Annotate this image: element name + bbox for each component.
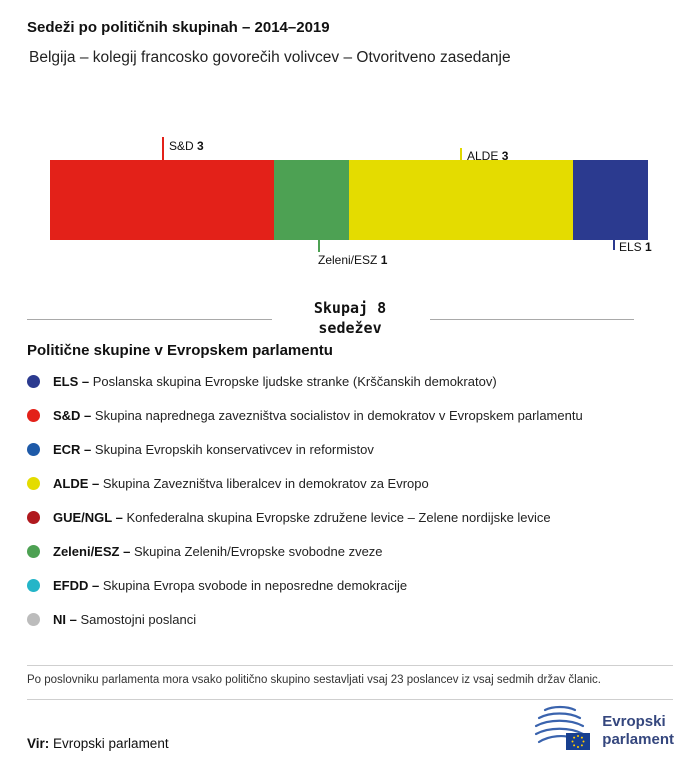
- legend-color-dot: [27, 476, 40, 490]
- legend-color-dot: [27, 374, 40, 388]
- alde-seat-count: 3: [501, 149, 509, 163]
- els-callout-label: ELS 1: [619, 240, 652, 254]
- legend-group-desc: Skupina Evropa svobode in neposredne dem…: [102, 577, 408, 593]
- sd-seat-count: 3: [197, 139, 204, 153]
- legend-color-dot: [27, 510, 40, 524]
- legend-group-abbr: GUE/NGL –: [53, 509, 123, 525]
- legend-group-desc: Poslanska skupina Evropske ljudske stran…: [92, 373, 497, 389]
- footnote: Po poslovniku parlamenta mora vsako poli…: [27, 674, 602, 686]
- legend-group-abbr: EFDD –: [53, 577, 100, 593]
- legend-item: NI – Samostojni poslanci: [27, 602, 675, 636]
- ep-logo: Evropski parlament: [532, 705, 674, 756]
- greens-group-name: Zeleni/ESZ: [318, 253, 378, 267]
- ep-logo-line1: Evropski: [602, 712, 666, 730]
- alde-group-name: ALDE: [467, 149, 499, 163]
- els-callout-line: [613, 240, 615, 250]
- legend-item: S&D – Skupina naprednega zavezništva soc…: [27, 398, 675, 432]
- footnote-divider-bottom: [27, 699, 673, 700]
- legend-group-desc: Skupina Zelenih/Evropske svobodne zveze: [133, 543, 383, 559]
- greens-seat-count: 1: [380, 253, 388, 267]
- legend-item: ALDE – Skupina Zavezništva liberalcev in…: [27, 466, 675, 500]
- page-title: Sedeži po političnih skupinah – 2014–201…: [27, 19, 330, 36]
- total-seats-line2: sedežev: [318, 319, 382, 337]
- els-group-name: ELS: [619, 240, 642, 254]
- legend-item-text: GUE/NGL – Konfederalna skupina Evropske …: [53, 510, 551, 525]
- stacked-bar: [50, 160, 648, 240]
- els-seat-count: 1: [645, 240, 652, 254]
- legend-color-dot: [27, 408, 40, 422]
- legend-group-desc: Samostojni poslanci: [80, 611, 197, 627]
- ep-logo-text: Evropski parlament: [602, 713, 674, 749]
- legend-item: ECR – Skupina Evropskih konservativcev i…: [27, 432, 675, 466]
- alde-callout-label: ALDE 3: [467, 149, 508, 163]
- greens-callout-line: [318, 240, 320, 252]
- summary-rule-left: [27, 319, 272, 320]
- legend-group-abbr: S&D –: [53, 407, 92, 423]
- legend-group-desc: Skupina Evropskih konservativcev in refo…: [94, 441, 374, 457]
- legend-item: GUE/NGL – Konfederalna skupina Evropske …: [27, 500, 675, 534]
- bar-segment-1: [50, 160, 275, 240]
- legend-group-desc: Konfederalna skupina Evropske združene l…: [126, 509, 551, 525]
- legend-item-text: NI – Samostojni poslanci: [53, 612, 196, 627]
- legend-item-text: Zeleni/ESZ – Skupina Zelenih/Evropske sv…: [53, 544, 383, 559]
- legend-heading: Politične skupine v Evropskem parlamentu: [27, 342, 333, 359]
- page-subtitle: Belgija – kolegij francosko govorečih vo…: [29, 49, 511, 66]
- legend-item-text: S&D – Skupina naprednega zavezništva soc…: [53, 408, 583, 423]
- legend-item: Zeleni/ESZ – Skupina Zelenih/Evropske sv…: [27, 534, 675, 568]
- bar-segment-4: [573, 160, 648, 240]
- summary-rule-right: [430, 319, 634, 320]
- legend-item: EFDD – Skupina Evropa svobode in neposre…: [27, 568, 675, 602]
- source-label: Vir:: [27, 736, 50, 751]
- total-seats-line1: Skupaj 8: [313, 299, 387, 317]
- legend-color-dot: [27, 442, 40, 456]
- legend-item-text: EFDD – Skupina Evropa svobode in neposre…: [53, 578, 407, 593]
- legend-group-abbr: ECR –: [53, 441, 92, 457]
- sd-callout-label: S&D 3: [169, 139, 204, 153]
- legend-group-desc: Skupina Zavezništva liberalcev in demokr…: [102, 475, 429, 491]
- bar-segment-2: [274, 160, 349, 240]
- legend-item-text: ALDE – Skupina Zavezništva liberalcev in…: [53, 476, 429, 491]
- alde-callout-line: [460, 148, 462, 160]
- legend-group-desc: Skupina naprednega zavezništva socialist…: [94, 407, 583, 423]
- legend-item: ELS – Poslanska skupina Evropske ljudske…: [27, 364, 675, 398]
- legend-item-text: ELS – Poslanska skupina Evropske ljudske…: [53, 374, 497, 389]
- legend-group-abbr: Zeleni/ESZ –: [53, 543, 131, 559]
- legend-group-abbr: ALDE –: [53, 475, 100, 491]
- legend-color-dot: [27, 578, 40, 592]
- legend-color-dot: [27, 544, 40, 558]
- ep-logo-line2: parlament: [602, 730, 674, 748]
- total-seats-summary: Skupaj 8 sedežev: [0, 298, 700, 338]
- ep-hemicycle-icon: [532, 705, 592, 756]
- bar-segment-3: [349, 160, 574, 240]
- footnote-divider-top: [27, 665, 673, 666]
- legend-item-text: ECR – Skupina Evropskih konservativcev i…: [53, 442, 374, 457]
- legend-group-abbr: ELS –: [53, 373, 90, 389]
- sd-group-name: S&D: [169, 139, 194, 153]
- legend-group-abbr: NI –: [53, 611, 77, 627]
- source-line: Vir: Evropski parlament: [27, 736, 169, 751]
- source-value: Evropski parlament: [53, 736, 169, 751]
- legend-list: ELS – Poslanska skupina Evropske ljudske…: [27, 364, 675, 636]
- sd-callout-line: [162, 137, 164, 160]
- legend-color-dot: [27, 612, 40, 626]
- greens-callout-label: Zeleni/ESZ 1: [318, 253, 387, 267]
